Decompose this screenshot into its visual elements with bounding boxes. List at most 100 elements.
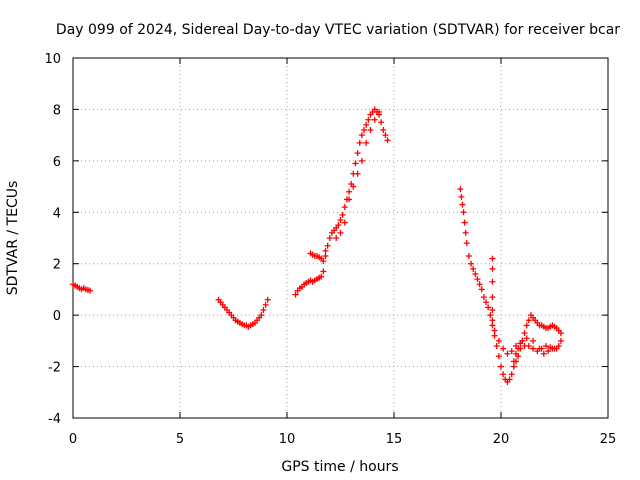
data-point <box>515 345 522 352</box>
chart-title: Day 099 of 2024, Sidereal Day-to-day VTE… <box>56 22 620 38</box>
data-point <box>480 294 487 301</box>
y-axis-label: SDTVAR / TECUs <box>5 181 21 296</box>
data-point <box>356 139 363 146</box>
data-point <box>260 307 267 313</box>
data-point <box>339 211 346 218</box>
data-point <box>335 222 342 229</box>
data-point <box>491 327 498 334</box>
x-tick-label: 25 <box>600 432 617 447</box>
data-point <box>491 332 498 339</box>
data-point <box>459 201 466 208</box>
data-point <box>557 337 564 344</box>
data-point <box>341 204 348 211</box>
series-segment-3 <box>292 106 391 298</box>
data-point <box>489 322 496 329</box>
data-point <box>489 265 496 272</box>
data-point <box>380 127 387 133</box>
data-point <box>87 287 94 294</box>
data-point <box>474 276 481 283</box>
data-point <box>542 343 549 349</box>
x-tick-label: 15 <box>386 432 403 447</box>
data-point <box>363 121 370 128</box>
data-point <box>376 109 383 115</box>
data-point <box>540 350 547 357</box>
data-point <box>326 235 333 241</box>
data-point <box>346 188 353 195</box>
y-tick-label: -2 <box>48 361 61 376</box>
data-point <box>530 345 537 352</box>
data-point <box>463 240 470 247</box>
data-point <box>371 116 378 123</box>
data-point <box>318 273 325 280</box>
y-tick-label: 10 <box>44 52 61 67</box>
data-point <box>324 242 331 249</box>
y-tick-label: 8 <box>53 103 61 118</box>
data-point <box>365 116 372 123</box>
data-point <box>557 330 564 337</box>
x-tick-label: 5 <box>176 432 184 447</box>
x-tick-label: 10 <box>279 432 296 447</box>
y-tick-label: -4 <box>48 412 61 427</box>
data-point <box>485 304 492 311</box>
data-point <box>489 294 496 301</box>
data-point <box>523 335 530 342</box>
data-point <box>322 247 329 254</box>
data-point <box>354 150 361 157</box>
data-point <box>472 271 479 277</box>
data-point <box>258 312 265 319</box>
data-point <box>363 139 370 146</box>
x-tick-label: 20 <box>493 432 510 447</box>
data-point <box>489 255 496 262</box>
data-point <box>519 337 526 344</box>
ticks-layer: 0 5 10 15 20 25 -4 -2 0 2 4 6 8 10 <box>44 52 616 447</box>
data-point <box>521 343 528 349</box>
data-point <box>521 330 528 337</box>
data-point <box>354 170 361 177</box>
data-point <box>489 317 496 324</box>
data-point <box>545 348 552 355</box>
y-tick-label: 4 <box>53 206 61 221</box>
y-tick-label: 2 <box>53 258 61 273</box>
data-point <box>337 229 344 236</box>
data-point <box>292 291 299 298</box>
data-point <box>506 376 513 383</box>
data-point <box>510 363 517 370</box>
data-point <box>384 137 391 144</box>
data-point <box>462 229 469 236</box>
data-point <box>320 268 327 275</box>
data-point <box>487 312 494 319</box>
data-point <box>361 127 368 133</box>
data-point <box>458 193 465 200</box>
y-tick-label: 0 <box>53 309 61 324</box>
series-segment-2 <box>215 296 271 330</box>
data-point <box>508 348 515 355</box>
data-point <box>468 260 475 267</box>
data-point <box>523 322 530 329</box>
series-segment-4 <box>457 186 564 385</box>
data-point <box>525 317 532 324</box>
data-point <box>382 132 389 139</box>
data-point <box>495 353 502 360</box>
data-point <box>476 281 483 288</box>
data-point <box>358 157 365 164</box>
data-point <box>478 286 485 293</box>
data-point <box>352 160 359 167</box>
data-point <box>510 358 517 365</box>
data-point <box>367 127 374 133</box>
data-point <box>508 371 515 378</box>
points-layer <box>70 106 564 385</box>
x-axis-label: GPS time / hours <box>281 459 398 475</box>
grid-layer <box>73 58 608 418</box>
plot-frame <box>72 57 609 419</box>
data-point <box>530 337 537 344</box>
data-point <box>333 235 340 241</box>
data-point <box>500 371 507 378</box>
data-point <box>483 299 490 306</box>
data-point <box>262 301 269 308</box>
data-point <box>489 278 496 285</box>
data-point <box>320 258 327 265</box>
data-point <box>461 219 468 226</box>
x-tick-label: 0 <box>69 432 77 447</box>
